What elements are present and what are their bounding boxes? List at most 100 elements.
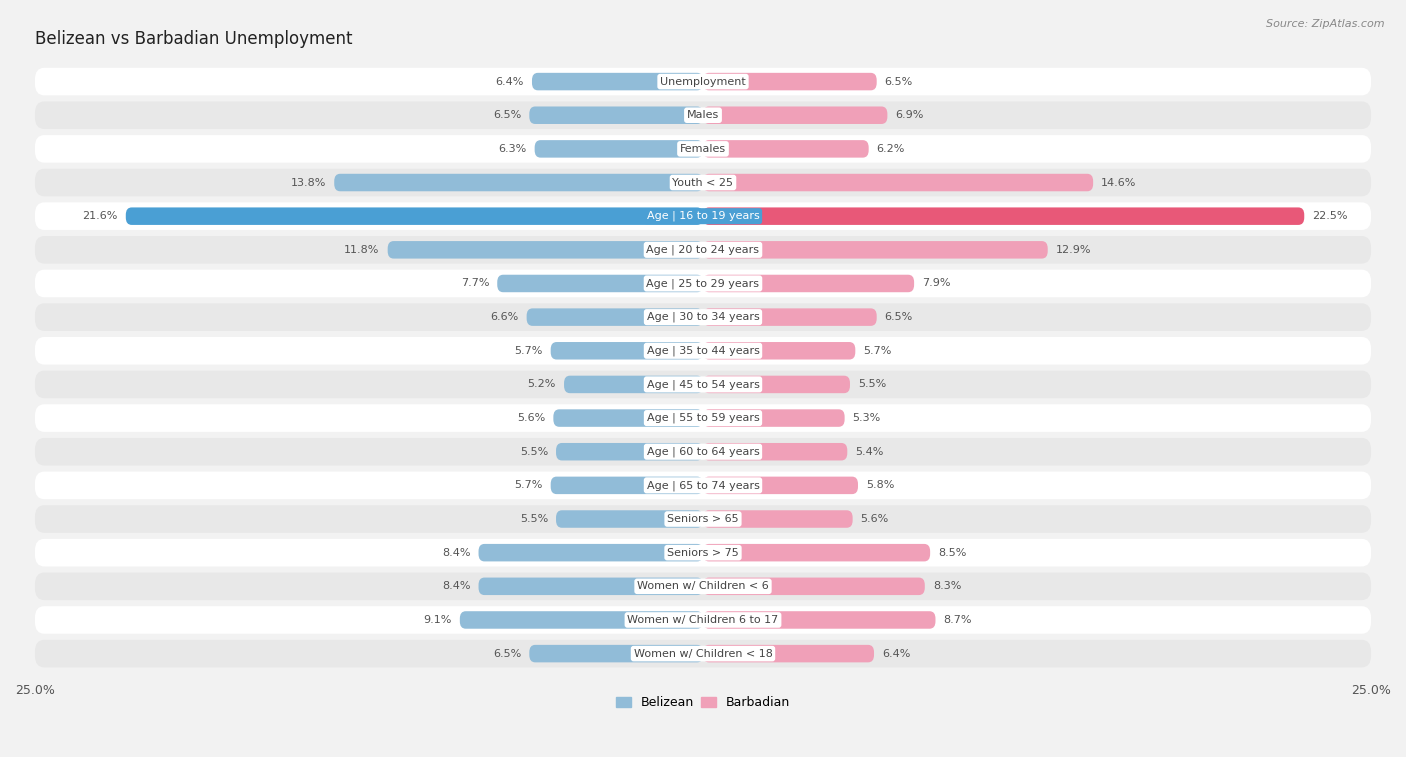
FancyBboxPatch shape [498,275,703,292]
Text: Women w/ Children 6 to 17: Women w/ Children 6 to 17 [627,615,779,625]
Text: 5.4%: 5.4% [855,447,884,456]
FancyBboxPatch shape [335,174,703,192]
Text: Seniors > 65: Seniors > 65 [668,514,738,524]
FancyBboxPatch shape [35,101,1371,129]
Text: 6.5%: 6.5% [494,111,522,120]
Text: 21.6%: 21.6% [83,211,118,221]
FancyBboxPatch shape [703,410,845,427]
Text: Age | 55 to 59 years: Age | 55 to 59 years [647,413,759,423]
Text: 8.5%: 8.5% [938,547,966,558]
Text: 5.7%: 5.7% [515,346,543,356]
Text: 7.9%: 7.9% [922,279,950,288]
FancyBboxPatch shape [35,202,1371,230]
FancyBboxPatch shape [703,544,931,562]
Legend: Belizean, Barbadian: Belizean, Barbadian [612,691,794,715]
Text: 6.5%: 6.5% [884,76,912,86]
FancyBboxPatch shape [35,371,1371,398]
FancyBboxPatch shape [703,241,1047,259]
Text: Belizean vs Barbadian Unemployment: Belizean vs Barbadian Unemployment [35,30,353,48]
FancyBboxPatch shape [703,578,925,595]
Text: 5.6%: 5.6% [517,413,546,423]
Text: Females: Females [681,144,725,154]
Text: Age | 16 to 19 years: Age | 16 to 19 years [647,211,759,222]
Text: 5.5%: 5.5% [858,379,886,389]
Text: 5.6%: 5.6% [860,514,889,524]
FancyBboxPatch shape [703,510,852,528]
FancyBboxPatch shape [35,337,1371,365]
Text: Age | 45 to 54 years: Age | 45 to 54 years [647,379,759,390]
Text: 5.2%: 5.2% [527,379,555,389]
Text: Age | 35 to 44 years: Age | 35 to 44 years [647,345,759,356]
FancyBboxPatch shape [527,308,703,326]
FancyBboxPatch shape [703,443,848,460]
FancyBboxPatch shape [551,477,703,494]
FancyBboxPatch shape [35,472,1371,499]
Text: 6.4%: 6.4% [882,649,911,659]
Text: 22.5%: 22.5% [1312,211,1348,221]
Text: Age | 20 to 24 years: Age | 20 to 24 years [647,245,759,255]
FancyBboxPatch shape [703,477,858,494]
FancyBboxPatch shape [478,578,703,595]
FancyBboxPatch shape [35,572,1371,600]
Text: 6.2%: 6.2% [877,144,905,154]
FancyBboxPatch shape [703,275,914,292]
FancyBboxPatch shape [534,140,703,157]
FancyBboxPatch shape [703,73,877,90]
Text: 12.9%: 12.9% [1056,245,1091,255]
Text: 13.8%: 13.8% [291,178,326,188]
Text: Unemployment: Unemployment [661,76,745,86]
FancyBboxPatch shape [35,404,1371,431]
Text: 6.5%: 6.5% [494,649,522,659]
FancyBboxPatch shape [35,236,1371,263]
FancyBboxPatch shape [529,645,703,662]
FancyBboxPatch shape [555,443,703,460]
FancyBboxPatch shape [478,544,703,562]
Text: 8.4%: 8.4% [441,581,471,591]
Text: Youth < 25: Youth < 25 [672,178,734,188]
Text: 5.8%: 5.8% [866,481,894,491]
FancyBboxPatch shape [703,174,1092,192]
Text: Age | 60 to 64 years: Age | 60 to 64 years [647,447,759,457]
FancyBboxPatch shape [703,645,875,662]
Text: Women w/ Children < 6: Women w/ Children < 6 [637,581,769,591]
FancyBboxPatch shape [35,539,1371,566]
FancyBboxPatch shape [460,611,703,629]
Text: Age | 25 to 29 years: Age | 25 to 29 years [647,279,759,288]
Text: 8.4%: 8.4% [441,547,471,558]
Text: 11.8%: 11.8% [344,245,380,255]
Text: 6.5%: 6.5% [884,312,912,322]
Text: 5.7%: 5.7% [863,346,891,356]
FancyBboxPatch shape [703,342,855,360]
FancyBboxPatch shape [35,135,1371,163]
FancyBboxPatch shape [35,269,1371,298]
FancyBboxPatch shape [35,438,1371,466]
Text: 6.9%: 6.9% [896,111,924,120]
Text: 5.7%: 5.7% [515,481,543,491]
Text: 5.3%: 5.3% [852,413,882,423]
Text: 6.6%: 6.6% [491,312,519,322]
FancyBboxPatch shape [125,207,703,225]
Text: 5.5%: 5.5% [520,514,548,524]
FancyBboxPatch shape [388,241,703,259]
FancyBboxPatch shape [555,510,703,528]
FancyBboxPatch shape [703,611,935,629]
FancyBboxPatch shape [703,140,869,157]
Text: 9.1%: 9.1% [423,615,451,625]
FancyBboxPatch shape [35,304,1371,331]
Text: Males: Males [688,111,718,120]
Text: 14.6%: 14.6% [1101,178,1136,188]
Text: Source: ZipAtlas.com: Source: ZipAtlas.com [1267,19,1385,29]
FancyBboxPatch shape [35,169,1371,196]
FancyBboxPatch shape [703,308,877,326]
Text: Women w/ Children < 18: Women w/ Children < 18 [634,649,772,659]
FancyBboxPatch shape [551,342,703,360]
Text: 8.3%: 8.3% [932,581,962,591]
FancyBboxPatch shape [703,375,851,393]
FancyBboxPatch shape [564,375,703,393]
FancyBboxPatch shape [35,505,1371,533]
Text: 6.4%: 6.4% [495,76,524,86]
FancyBboxPatch shape [554,410,703,427]
FancyBboxPatch shape [529,107,703,124]
FancyBboxPatch shape [35,606,1371,634]
FancyBboxPatch shape [703,207,1305,225]
